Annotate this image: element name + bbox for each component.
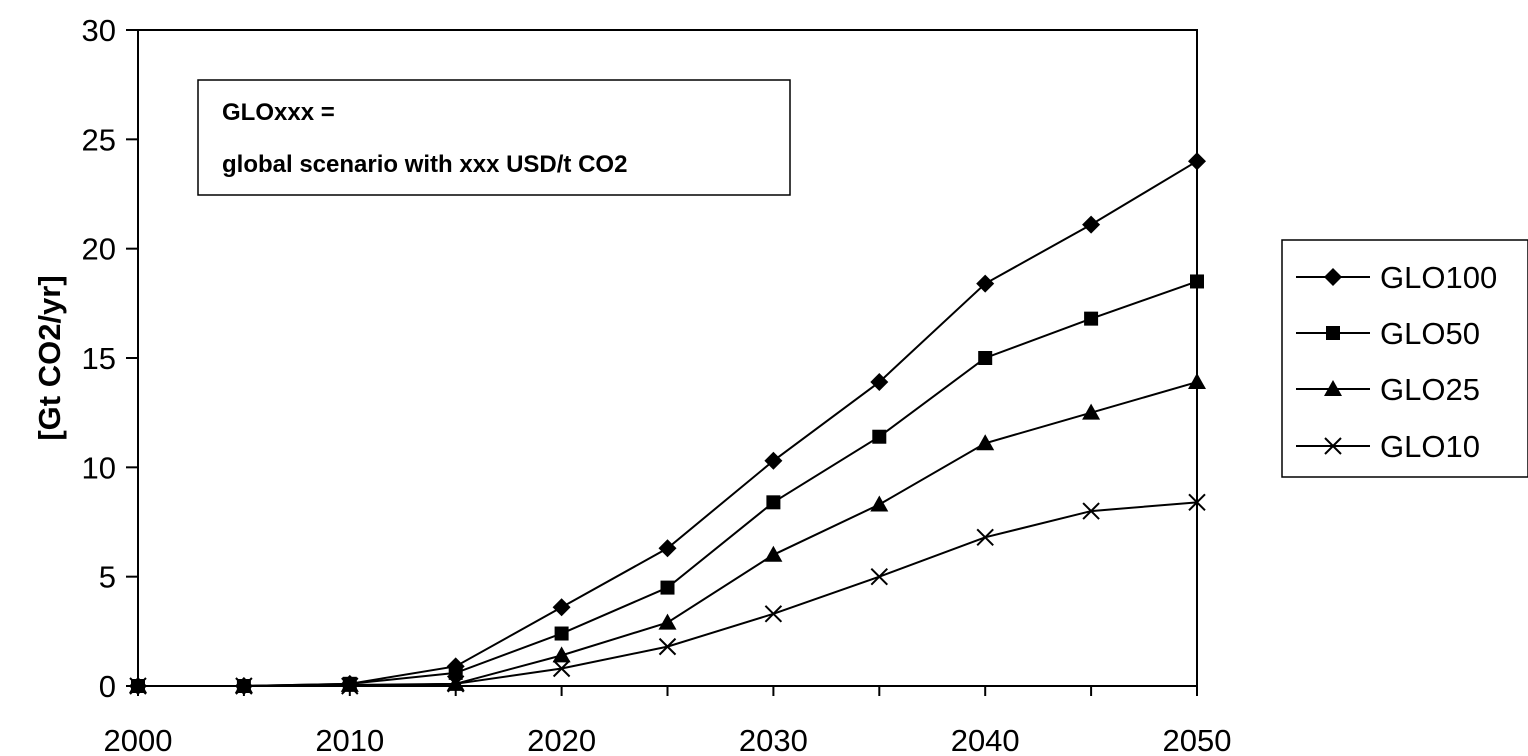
data-point-glo10 xyxy=(764,605,783,623)
x-axis: 2000 2010 2020 2030 2040 2050 xyxy=(104,686,1232,756)
y-tick-label: 10 xyxy=(82,450,116,485)
legend-label-glo25: GLO25 xyxy=(1380,372,1480,407)
data-point-glo10 xyxy=(446,675,465,693)
data-point-glo50 xyxy=(660,580,675,595)
data-point-glo25 xyxy=(1082,403,1101,420)
data-point-glo10 xyxy=(341,677,359,695)
annotation-line-1: GLOxxx = xyxy=(222,99,335,126)
data-point-glo100 xyxy=(1082,215,1101,234)
data-point-glo10 xyxy=(658,637,677,656)
y-tick-label: 5 xyxy=(99,560,116,595)
data-point-glo50 xyxy=(1190,274,1204,289)
y-tick-label: 15 xyxy=(82,341,116,376)
legend-label-glo50: GLO50 xyxy=(1380,316,1480,351)
data-point-glo50 xyxy=(1084,311,1099,326)
data-point-glo10 xyxy=(870,567,889,586)
data-point-glo10 xyxy=(552,659,571,678)
y-tick-label: 0 xyxy=(99,669,116,704)
data-point-glo10 xyxy=(235,677,253,695)
data-point-glo50 xyxy=(872,429,887,444)
data-point-glo100 xyxy=(976,274,995,293)
data-point-glo100 xyxy=(552,598,571,617)
y-tick-label: 30 xyxy=(82,13,116,48)
data-point-glo100 xyxy=(1188,152,1206,171)
data-point-glo100 xyxy=(658,539,677,558)
legend-marker-glo50 xyxy=(1326,326,1340,340)
x-tick-label: 2030 xyxy=(739,723,808,756)
data-point-glo50 xyxy=(448,665,463,680)
annotation-frame xyxy=(197,79,791,196)
data-point-glo25 xyxy=(764,545,783,562)
legend-marker-glo10 xyxy=(1324,437,1342,455)
data-point-glo10 xyxy=(1188,493,1206,512)
data-point-glo25 xyxy=(1188,373,1206,390)
data-point-glo25 xyxy=(976,434,995,451)
legend-label-glo10: GLO10 xyxy=(1380,429,1480,464)
data-point-glo100 xyxy=(764,451,783,470)
y-tick-label: 25 xyxy=(82,122,116,157)
y-tick-label: 20 xyxy=(82,232,116,267)
data-point-glo25 xyxy=(870,495,889,512)
y-axis-label: [Gt CO2/yr] xyxy=(32,275,67,440)
data-point-glo10 xyxy=(129,677,147,695)
y-axis: 0 5 10 15 20 25 30 xyxy=(82,13,138,704)
data-point-glo25 xyxy=(552,646,571,663)
annotation-line-2: global scenario with xxx USD/t CO2 xyxy=(222,151,627,178)
data-point-glo25 xyxy=(340,675,359,692)
legend-marker-glo25 xyxy=(1324,380,1342,396)
data-point-glo50 xyxy=(978,351,993,365)
data-point-glo50 xyxy=(766,495,781,510)
data-point-glo10 xyxy=(1082,502,1100,520)
x-tick-label: 2000 xyxy=(104,723,173,756)
legend: GLO100 GLO50 GLO25 GLO10 xyxy=(1281,239,1528,478)
x-tick-label: 2040 xyxy=(951,723,1020,756)
legend-label-glo100: GLO100 xyxy=(1380,260,1497,295)
annotation-box: GLOxxx = global scenario with xxx USD/t … xyxy=(197,79,791,196)
data-point-glo50 xyxy=(554,626,569,641)
x-tick-label: 2010 xyxy=(315,723,384,756)
data-point-glo25 xyxy=(658,613,677,630)
data-point-glo100 xyxy=(870,373,889,392)
legend-marker-glo100 xyxy=(1324,268,1342,286)
x-tick-label: 2020 xyxy=(527,723,596,756)
legend-frame xyxy=(1281,239,1528,478)
x-tick-label: 2050 xyxy=(1163,723,1232,756)
data-point-glo10 xyxy=(976,528,994,547)
series-layer xyxy=(129,152,1206,695)
